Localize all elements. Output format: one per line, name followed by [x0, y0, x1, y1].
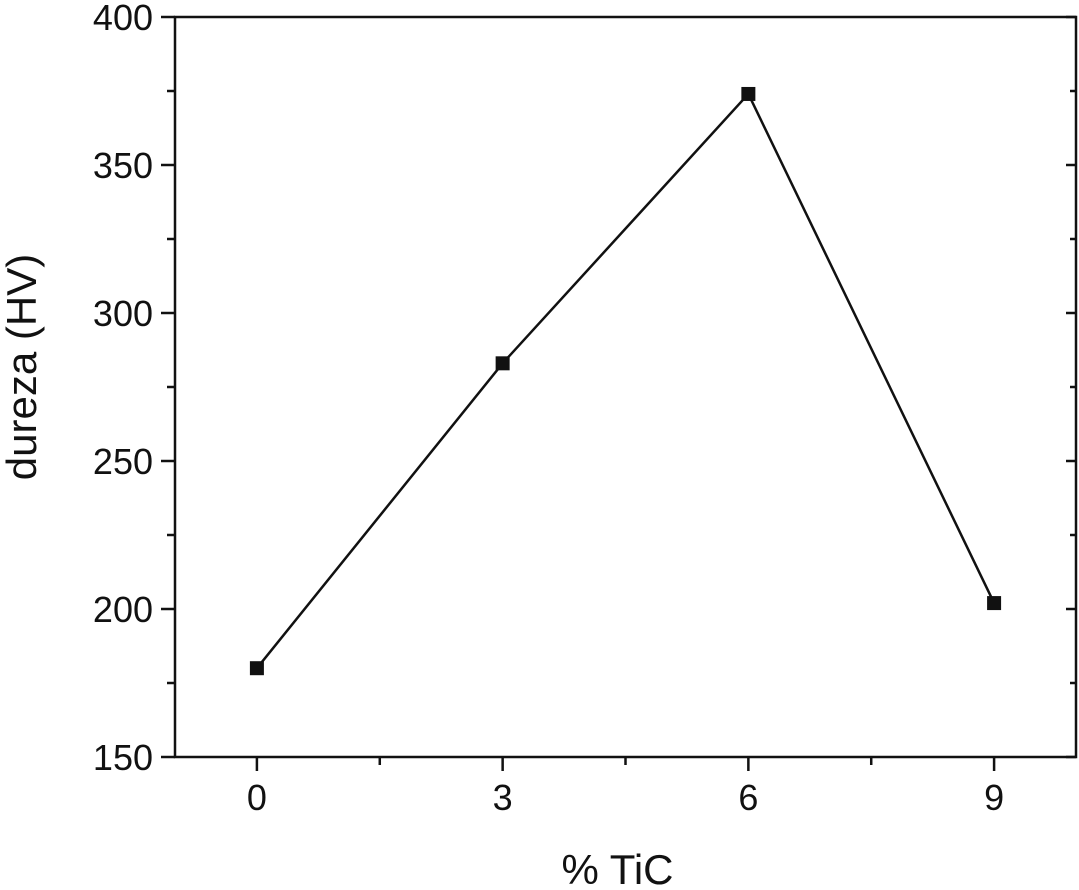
series-line	[255, 91, 996, 669]
x-tick-label: 6	[738, 777, 758, 818]
data-point	[987, 596, 1002, 611]
axis-tick-labels: 0 3 6 9 150 200 250 300 350 400	[93, 0, 1004, 818]
y-tick-label: 400	[93, 0, 153, 38]
data-point	[249, 661, 264, 676]
y-tick-label: 300	[93, 293, 153, 334]
y-tick-label: 250	[93, 441, 153, 482]
y-tick-label: 150	[93, 737, 153, 778]
y-axis-label: dureza (HV)	[0, 254, 45, 480]
x-tick-label: 9	[984, 777, 1004, 818]
series-markers	[249, 86, 1002, 676]
data-point	[495, 356, 510, 371]
data-point	[741, 86, 756, 101]
axis-ticks	[161, 15, 1076, 771]
y-tick-label: 200	[93, 589, 153, 630]
y-tick-label: 350	[93, 145, 153, 186]
plot-frame	[173, 15, 1078, 759]
x-tick-label: 0	[247, 777, 267, 818]
x-tick-label: 3	[493, 777, 513, 818]
x-axis-label: % TiC	[561, 846, 673, 890]
